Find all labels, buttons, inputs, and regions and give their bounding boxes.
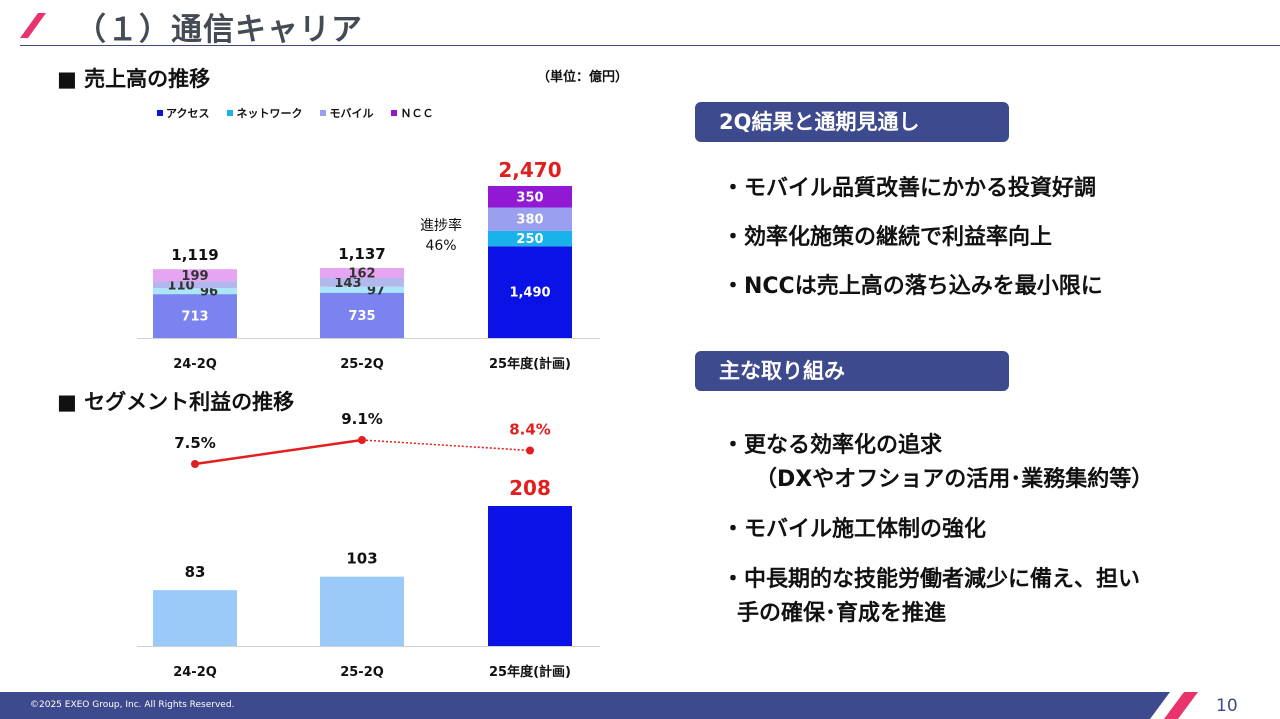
- segment-label: 143: [334, 276, 361, 291]
- initiatives-item: （DXやオフショアの活用･業務集約等）: [755, 467, 1154, 492]
- copyright: ©2025 EXEO Group, Inc. All Rights Reserv…: [30, 700, 235, 710]
- profit-chart: 83 24-2Q 103 25-2Q 208 25年度(計画) 7.5% 9.1% 8.4%: [137, 410, 600, 680]
- accent-slash-icon: [20, 13, 46, 38]
- progress-rate-label: 進捗率: [420, 218, 462, 234]
- unit-label: （単位：億円）: [537, 70, 629, 85]
- segment-label: 350: [516, 190, 543, 205]
- bar-segment: [153, 294, 237, 338]
- initiatives-item: ・モバイル施工体制の強化: [722, 517, 987, 542]
- bar-segment: [320, 278, 404, 287]
- category-label: 25年度(計画): [489, 664, 571, 680]
- bar-segment: [488, 186, 572, 208]
- legend-swatch: [320, 110, 327, 116]
- sales-heading: ■ 売上高の推移: [57, 67, 211, 91]
- margin-label: 9.1%: [341, 410, 383, 428]
- segment-label: 1,490: [509, 286, 550, 301]
- legend-swatch: [157, 110, 163, 116]
- profit-heading: ■ セグメント利益の推移: [57, 390, 295, 414]
- margin-line-segment: [194, 438, 363, 466]
- segment-label: 250: [516, 232, 543, 247]
- results-item: ・NCCは売上高の落ち込みを最小限に: [722, 274, 1103, 299]
- margin-label: 8.4%: [509, 421, 551, 439]
- total-label: 1,137: [338, 245, 385, 263]
- segment-label: 110: [167, 278, 194, 293]
- profit-bar: [488, 506, 572, 646]
- bar-segment: [488, 207, 572, 231]
- legend-swatch: [391, 110, 398, 116]
- segment-label: 199: [181, 269, 208, 284]
- bar-segment: [320, 268, 404, 278]
- results-item: ・モバイル品質改善にかかる投資好調: [722, 176, 1097, 201]
- bar-segment: [153, 288, 237, 295]
- profit-value-label: 103: [346, 550, 377, 568]
- page-number: 10: [1216, 696, 1238, 716]
- bar-segment: [488, 230, 572, 247]
- sales-legend: アクセス ネットワーク モバイル ＮＣＣ: [157, 105, 433, 121]
- progress-rate-value: 46%: [425, 238, 457, 254]
- segment-label: 713: [181, 310, 208, 325]
- bar-segment: [320, 286, 404, 293]
- margin-line-segment-dashed: [361, 439, 531, 452]
- results-heading: 2Q結果と通期見通し: [695, 102, 1009, 142]
- margin-label: 7.5%: [174, 434, 216, 452]
- margin-point: [191, 460, 199, 468]
- progress-rate: 進捗率 46%: [420, 216, 462, 256]
- legend-label: ＮＣＣ: [400, 107, 434, 120]
- legend-swatch: [227, 110, 234, 116]
- legend-item-network: ネットワーク: [227, 105, 302, 121]
- footer-bar: [0, 692, 1198, 719]
- profit-value-label: 83: [185, 563, 206, 581]
- profit-bar: [320, 576, 404, 646]
- category-label: 24-2Q: [173, 357, 217, 372]
- legend-item-access: アクセス: [157, 105, 209, 121]
- segment-label: 380: [516, 213, 543, 228]
- segment-label: 735: [348, 309, 375, 324]
- margin-point: [358, 436, 366, 444]
- segment-label: 96: [200, 285, 218, 300]
- legend-item-ncc: ＮＣＣ: [391, 105, 433, 121]
- profit-value-label: 208: [509, 476, 551, 500]
- legend-item-mobile: モバイル: [320, 105, 373, 121]
- bar-segment: [153, 269, 237, 282]
- category-label: 25-2Q: [340, 357, 384, 372]
- segment-label: 97: [367, 283, 385, 298]
- total-label: 2,470: [498, 158, 561, 182]
- total-label: 1,119: [171, 246, 218, 264]
- category-label: 25年度(計画): [489, 356, 571, 372]
- title-divider: [20, 45, 1280, 46]
- profit-bar: [153, 590, 237, 646]
- bar-segment: [488, 246, 572, 338]
- segment-label: 162: [348, 267, 375, 282]
- legend-label: モバイル: [329, 107, 374, 120]
- bar-segment: [320, 292, 404, 338]
- category-label: 24-2Q: [173, 665, 217, 680]
- margin-point: [526, 446, 534, 455]
- legend-label: アクセス: [166, 107, 210, 120]
- legend-label: ネットワーク: [236, 107, 303, 120]
- initiatives-item: ・更なる効率化の追求: [722, 433, 943, 458]
- initiatives-item: ・中長期的な技能労働者減少に備え、担い: [722, 567, 1141, 592]
- initiatives-heading: 主な取り組み: [695, 351, 1009, 391]
- category-label: 25-2Q: [340, 665, 384, 680]
- initiatives-item: 手の確保･育成を推進: [737, 601, 947, 626]
- results-item: ・効率化施策の継続で利益率向上: [722, 225, 1053, 250]
- page-title: （１）通信キャリア: [75, 12, 363, 48]
- bar-segment: [153, 281, 237, 289]
